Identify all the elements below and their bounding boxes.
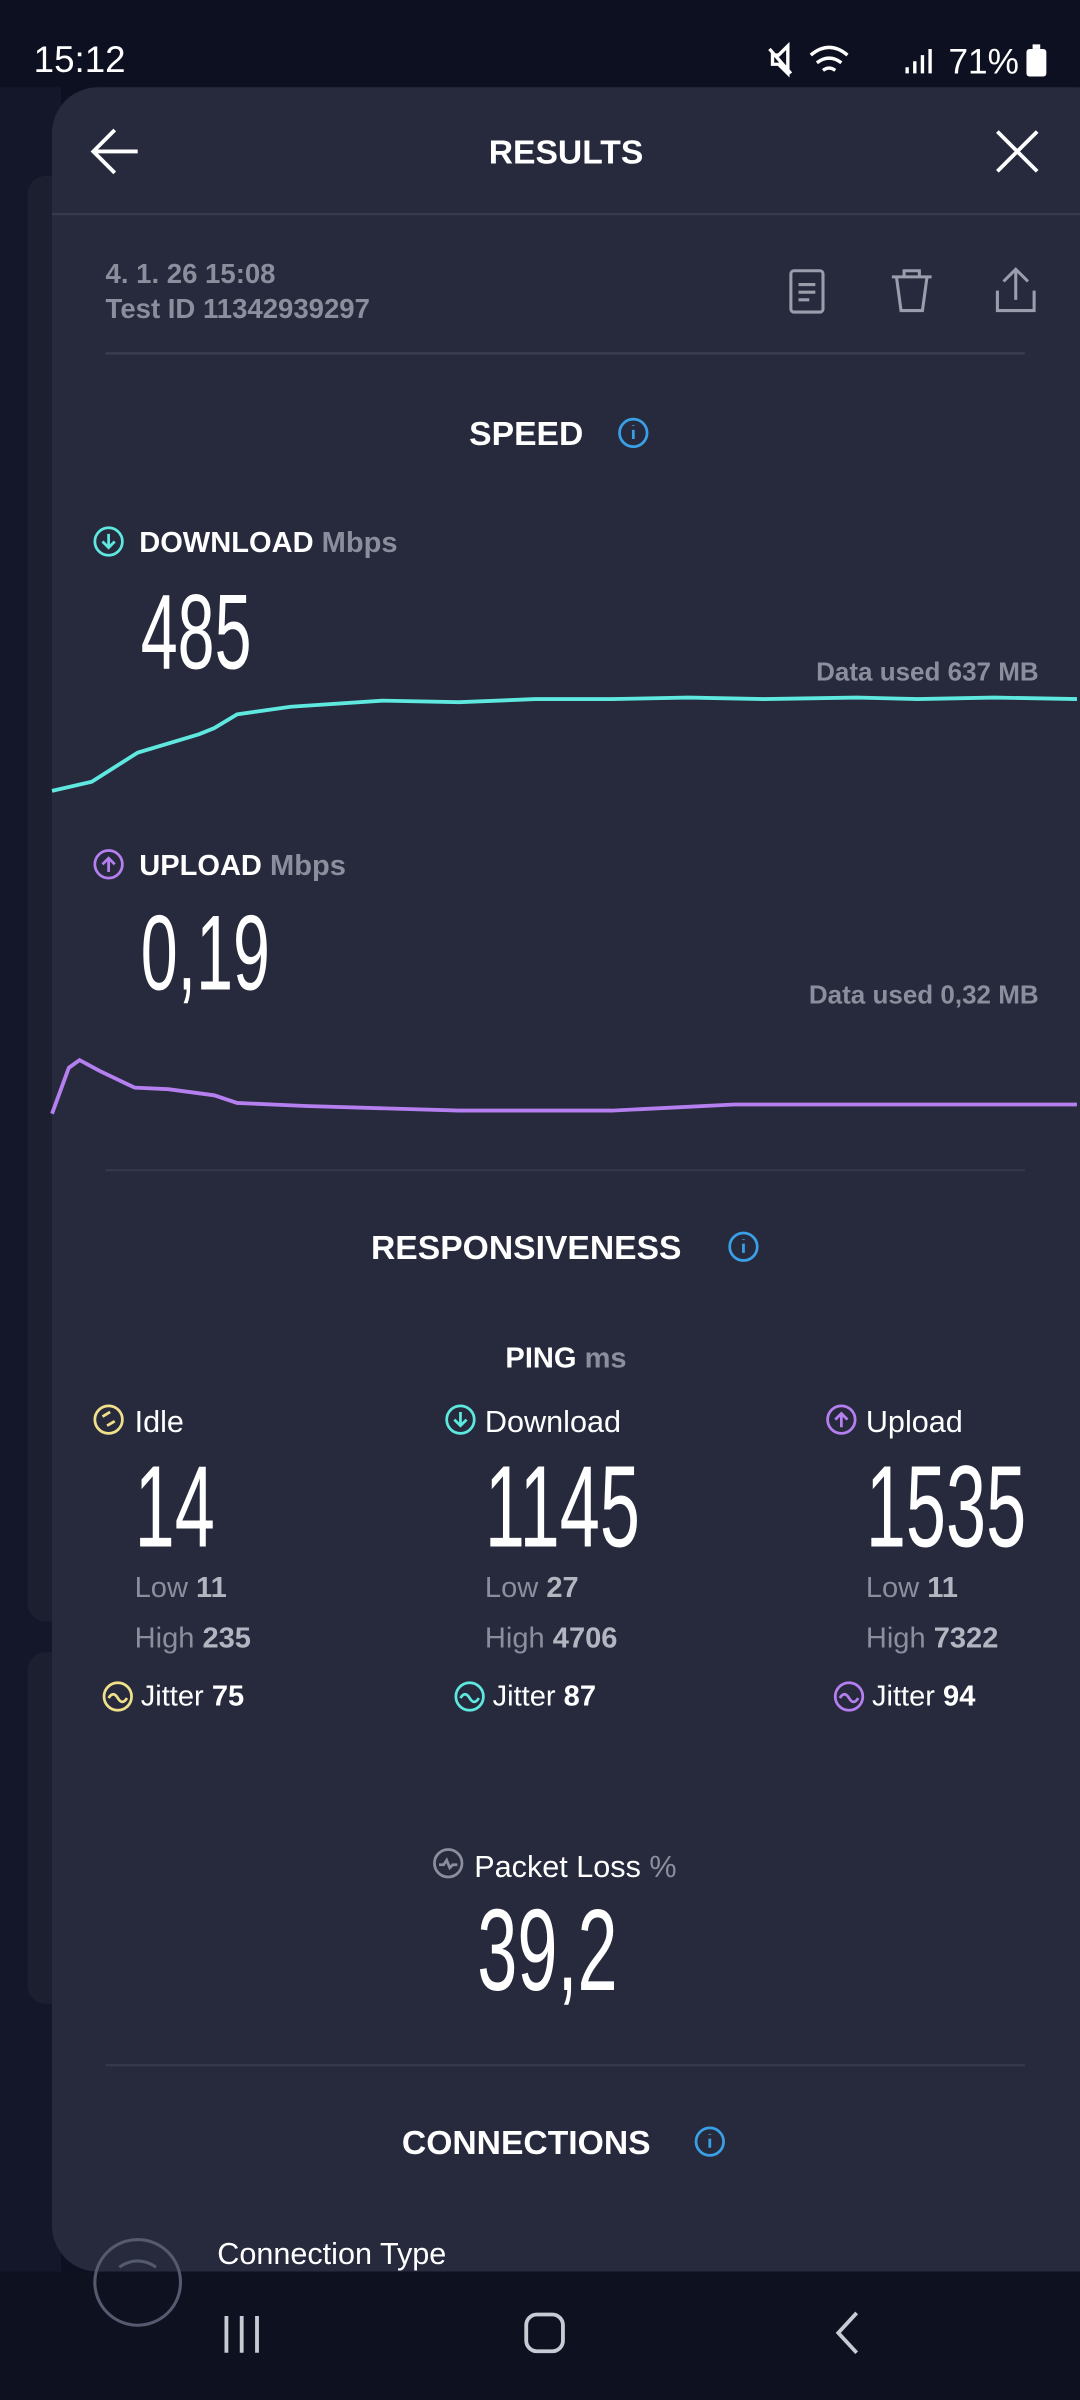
ping-column-label: Upload: [865, 1405, 963, 1440]
label: High: [484, 1623, 545, 1656]
info-button[interactable]: [728, 1231, 759, 1262]
label: High: [865, 1623, 926, 1656]
label: Low: [865, 1572, 920, 1605]
upload-icon: [93, 849, 124, 880]
test-id: Test ID 11342939297: [105, 293, 370, 325]
info-button[interactable]: [618, 417, 649, 449]
delete-button[interactable]: [891, 269, 932, 313]
battery-tip: [1032, 44, 1041, 49]
value: 4706: [552, 1623, 618, 1656]
label: Low: [134, 1572, 188, 1605]
label: Jitter: [492, 1681, 556, 1714]
label: PING: [505, 1343, 577, 1376]
recent-apps-button[interactable]: [224, 2316, 259, 2353]
download-icon: [93, 526, 124, 557]
status-icons: [768, 41, 932, 78]
ping-column-label: Download: [484, 1405, 622, 1440]
ping-high: High 4706: [485, 1625, 618, 1654]
label: UPLOAD: [139, 850, 262, 883]
section-title: RESPONSIVENESS: [371, 1228, 682, 1267]
idle-icon: [93, 1404, 124, 1435]
home-button[interactable]: [524, 2312, 565, 2354]
jitter-icon: [454, 1681, 485, 1712]
ping-low: Low 11: [866, 1574, 958, 1603]
label: Jitter: [871, 1681, 935, 1714]
unit: %: [649, 1850, 677, 1885]
upload-curve: [50, 1057, 1077, 1115]
unit: Mbps: [270, 850, 346, 883]
ping-low: Low 27: [485, 1574, 579, 1603]
nav-bar: [0, 2271, 1080, 2399]
section-title: CONNECTIONS: [401, 2123, 651, 2162]
value: 7322: [933, 1623, 999, 1656]
section-title: SPEED: [469, 414, 584, 453]
unit: Mbps: [321, 527, 398, 560]
status-battery: 71%: [948, 41, 1019, 82]
back-nav-button[interactable]: [835, 2311, 859, 2355]
share-button[interactable]: [995, 267, 1036, 313]
ping-jitter: Jitter 75: [141, 1683, 244, 1712]
value: 94: [943, 1681, 976, 1714]
label: DOWNLOAD: [139, 527, 314, 560]
ping-column-label: Idle: [134, 1405, 184, 1440]
ping-low: Low 11: [135, 1574, 227, 1603]
ping-value: 14: [134, 1442, 215, 1573]
upload-heading: UPLOAD Mbps: [139, 852, 346, 881]
ping-high: High 7322: [866, 1625, 999, 1654]
status-time: 15:12: [33, 39, 126, 82]
download-value: 485: [140, 572, 252, 692]
ping-value: 1145: [484, 1442, 640, 1573]
value: 11: [196, 1572, 227, 1605]
back-button[interactable]: [90, 128, 138, 175]
value: 27: [546, 1572, 579, 1605]
ping-jitter: Jitter 94: [872, 1683, 975, 1712]
upload-data-used: Data used 0,32 MB: [808, 980, 1039, 1010]
jitter-icon: [833, 1681, 865, 1712]
ping-high: High 235: [135, 1625, 251, 1654]
close-button[interactable]: [996, 130, 1039, 173]
ping-jitter: Jitter 87: [493, 1683, 596, 1712]
connection-icon: [93, 2238, 183, 2327]
download-icon: [445, 1404, 476, 1435]
header-title: RESULTS: [488, 133, 644, 172]
test-date: 4. 1. 26 15:08: [105, 258, 276, 290]
packet-loss-icon: [433, 1848, 464, 1879]
download-heading: DOWNLOAD Mbps: [139, 529, 397, 558]
label: Packet Loss: [474, 1850, 641, 1885]
value: 235: [202, 1623, 251, 1656]
upload-icon: [826, 1404, 857, 1435]
label: High: [134, 1623, 195, 1656]
jitter-icon: [102, 1681, 133, 1712]
packet-loss-heading: Packet Loss %: [474, 1853, 676, 1884]
packet-loss-value: 39,2: [477, 1886, 618, 2017]
value: 75: [211, 1681, 245, 1714]
value: 87: [563, 1681, 597, 1714]
upload-value: 0,19: [140, 893, 270, 1013]
unit: ms: [584, 1343, 627, 1376]
value: 11: [927, 1572, 958, 1605]
ping-value: 1535: [865, 1442, 1027, 1573]
label: Jitter: [140, 1681, 204, 1714]
battery-icon: [1026, 48, 1047, 77]
ping-heading: PING ms: [505, 1345, 626, 1374]
panel: [52, 87, 1080, 2272]
download-data-used: Data used 637 MB: [816, 657, 1039, 687]
download-curve: [51, 695, 1077, 793]
connection-type: Connection Type: [217, 2238, 447, 2272]
label: Low: [484, 1572, 539, 1605]
report-button[interactable]: [789, 269, 825, 314]
info-button[interactable]: [694, 2126, 725, 2157]
